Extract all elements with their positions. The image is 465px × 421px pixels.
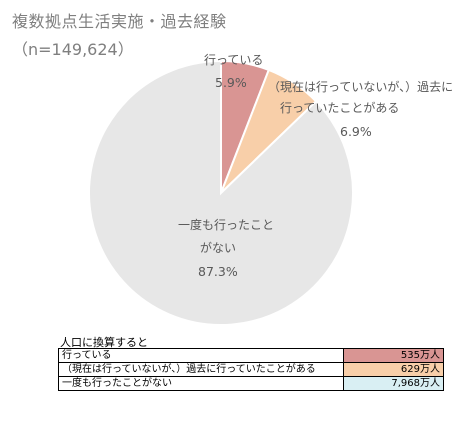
- slice-label-past-line2: 行っていたことがある: [280, 101, 400, 115]
- row-value-past: 629万人: [343, 362, 444, 377]
- slice-label-never-line1: 一度も行ったこと: [178, 218, 275, 232]
- slice-label-past-line1: （現在は行っていないが、）過去に: [268, 80, 454, 94]
- table-row: 一度も行ったことがない 7,968万人: [58, 376, 444, 391]
- slice-label-never-line2: がない: [200, 241, 237, 255]
- row-label-doing: 行っている: [58, 348, 344, 363]
- slice-value-doing: 5.9%: [215, 75, 247, 90]
- row-value-never: 7,968万人: [343, 376, 444, 391]
- chart-title: 複数拠点生活実施・過去経験: [12, 12, 227, 31]
- pie-chart: [88, 59, 354, 326]
- slice-label-doing: 行っている: [204, 53, 264, 67]
- conversion-title: 人口に換算すると: [60, 336, 148, 349]
- table-row: （現在は行っていないが、）過去に行っていたことがある 629万人: [58, 362, 444, 377]
- slice-value-past: 6.9%: [340, 124, 372, 139]
- chart-subtitle: （n=149,624）: [12, 40, 134, 59]
- slice-value-never: 87.3%: [198, 264, 238, 279]
- row-value-doing: 535万人: [343, 348, 444, 363]
- row-label-never: 一度も行ったことがない: [58, 376, 344, 391]
- row-label-past: （現在は行っていないが、）過去に行っていたことがある: [58, 362, 344, 377]
- table-row: 行っている 535万人: [58, 348, 444, 363]
- pie-slice-never: [88, 59, 354, 326]
- conversion-table: 行っている 535万人 （現在は行っていないが、）過去に行っていたことがある 6…: [58, 348, 444, 391]
